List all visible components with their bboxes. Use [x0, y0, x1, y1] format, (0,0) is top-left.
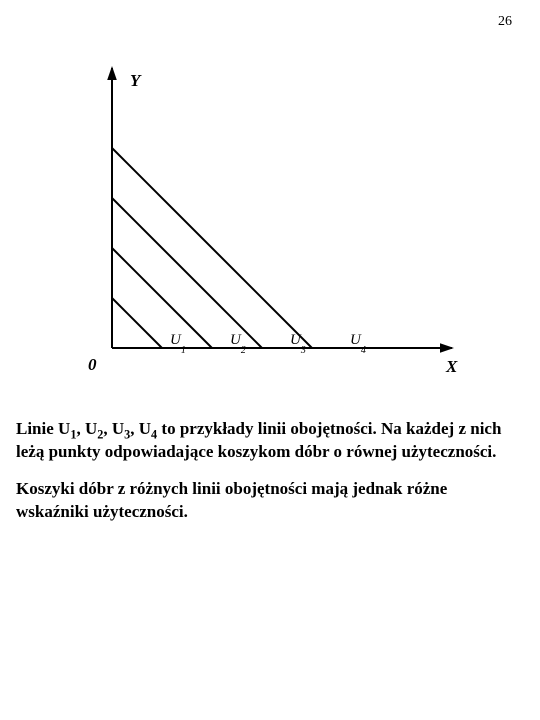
indifference-chart: Y X 0 U1 U2 U3 U4 [72, 48, 472, 388]
svg-text:U3: U3 [290, 332, 306, 356]
p1-prefix: Linie U [16, 419, 70, 438]
svg-text:0: 0 [88, 355, 97, 374]
svg-text:Y: Y [130, 71, 142, 90]
svg-text:U2: U2 [230, 332, 246, 356]
paragraph-2: Koszyki dóbr z różnych linii obojętności… [16, 478, 524, 524]
p1-c1: , U [76, 419, 97, 438]
p1-c2: , U [103, 419, 124, 438]
svg-text:U1: U1 [170, 332, 186, 356]
p1-c3: , U [130, 419, 151, 438]
paragraph-1: Linie U1, U2, U3, U4 to przykłady linii … [16, 418, 524, 464]
body-text: Linie U1, U2, U3, U4 to przykłady linii … [16, 418, 524, 538]
page-number: 26 [498, 14, 512, 30]
chart-svg: Y X 0 U1 U2 U3 U4 [72, 48, 472, 388]
svg-text:U4: U4 [350, 332, 366, 356]
svg-text:X: X [445, 357, 458, 376]
